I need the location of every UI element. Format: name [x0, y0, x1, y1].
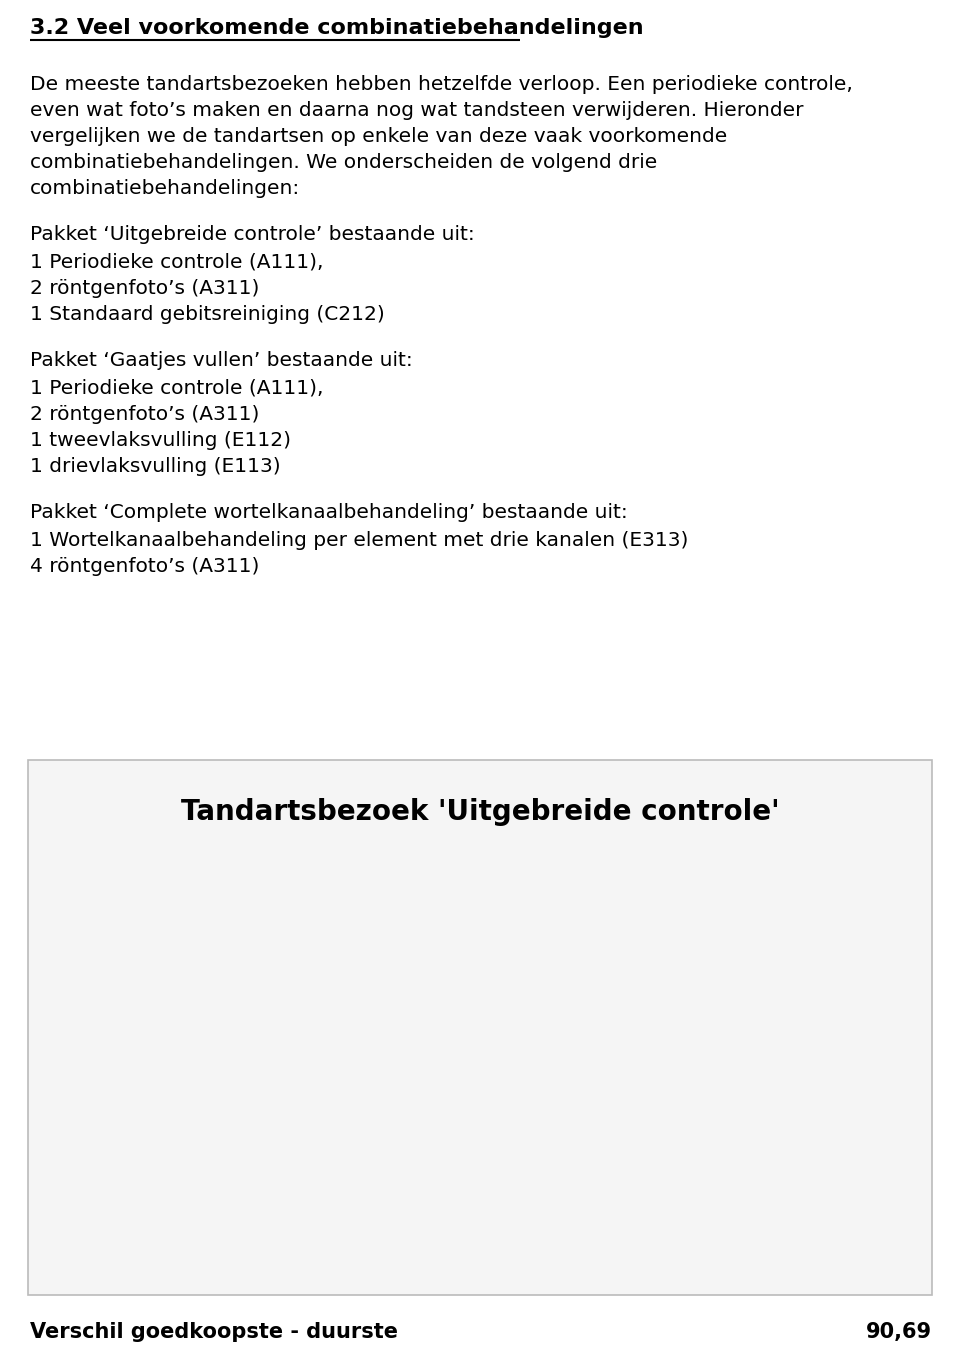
Text: combinatiebehandelingen:: combinatiebehandelingen: — [30, 178, 300, 197]
Text: 2 röntgenfoto’s (A311): 2 röntgenfoto’s (A311) — [30, 279, 259, 298]
Text: Pakket ‘Complete wortelkanaalbehandeling’ bestaande uit:: Pakket ‘Complete wortelkanaalbehandeling… — [30, 503, 628, 522]
Text: Tandartsbezoek 'Uitgebreide controle': Tandartsbezoek 'Uitgebreide controle' — [180, 798, 780, 825]
Text: combinatiebehandelingen. We onderscheiden de volgend drie: combinatiebehandelingen. We onderscheide… — [30, 153, 658, 172]
Bar — [442, 1128, 568, 1235]
Text: 1 Periodieke controle (A111),: 1 Periodieke controle (A111), — [30, 253, 324, 272]
Text: 1 Periodieke controle (A111),: 1 Periodieke controle (A111), — [30, 379, 324, 398]
Text: 3.2 Veel voorkomende combinatiebehandelingen: 3.2 Veel voorkomende combinatiebehandeli… — [30, 18, 643, 38]
Text: 73,8: 73,8 — [739, 1056, 778, 1073]
Bar — [695, 1077, 822, 1235]
Text: 4 röntgenfoto’s (A311): 4 röntgenfoto’s (A311) — [30, 557, 259, 576]
Text: 2 röntgenfoto’s (A311): 2 röntgenfoto’s (A311) — [30, 405, 259, 424]
Text: even wat foto’s maken en daarna nog wat tandsteen verwijderen. Hieronder: even wat foto’s maken en daarna nog wat … — [30, 101, 804, 120]
Bar — [28, 760, 932, 1295]
Bar — [188, 933, 315, 1235]
Text: 140,69: 140,69 — [222, 913, 282, 930]
Text: Verschil goedkoopste - duurste: Verschil goedkoopste - duurste — [30, 1323, 398, 1342]
Text: 50: 50 — [494, 1107, 516, 1125]
Text: 1 tweevlaksvulling (E112): 1 tweevlaksvulling (E112) — [30, 430, 291, 449]
Text: 1 Standaard gebitsreiniging (C212): 1 Standaard gebitsreiniging (C212) — [30, 305, 385, 324]
Text: Pakket ‘Uitgebreide controle’ bestaande uit:: Pakket ‘Uitgebreide controle’ bestaande … — [30, 225, 475, 244]
Text: vergelijken we de tandartsen op enkele van deze vaak voorkomende: vergelijken we de tandartsen op enkele v… — [30, 127, 728, 146]
Text: 1 drievlaksvulling (E113): 1 drievlaksvulling (E113) — [30, 458, 280, 475]
Text: 90,69: 90,69 — [866, 1323, 932, 1342]
Text: 1 Wortelkanaalbehandeling per element met drie kanalen (E313): 1 Wortelkanaalbehandeling per element me… — [30, 531, 688, 550]
Text: Pakket ‘Gaatjes vullen’ bestaande uit:: Pakket ‘Gaatjes vullen’ bestaande uit: — [30, 351, 413, 370]
Text: De meeste tandartsbezoeken hebben hetzelfde verloop. Een periodieke controle,: De meeste tandartsbezoeken hebben hetzel… — [30, 75, 852, 94]
